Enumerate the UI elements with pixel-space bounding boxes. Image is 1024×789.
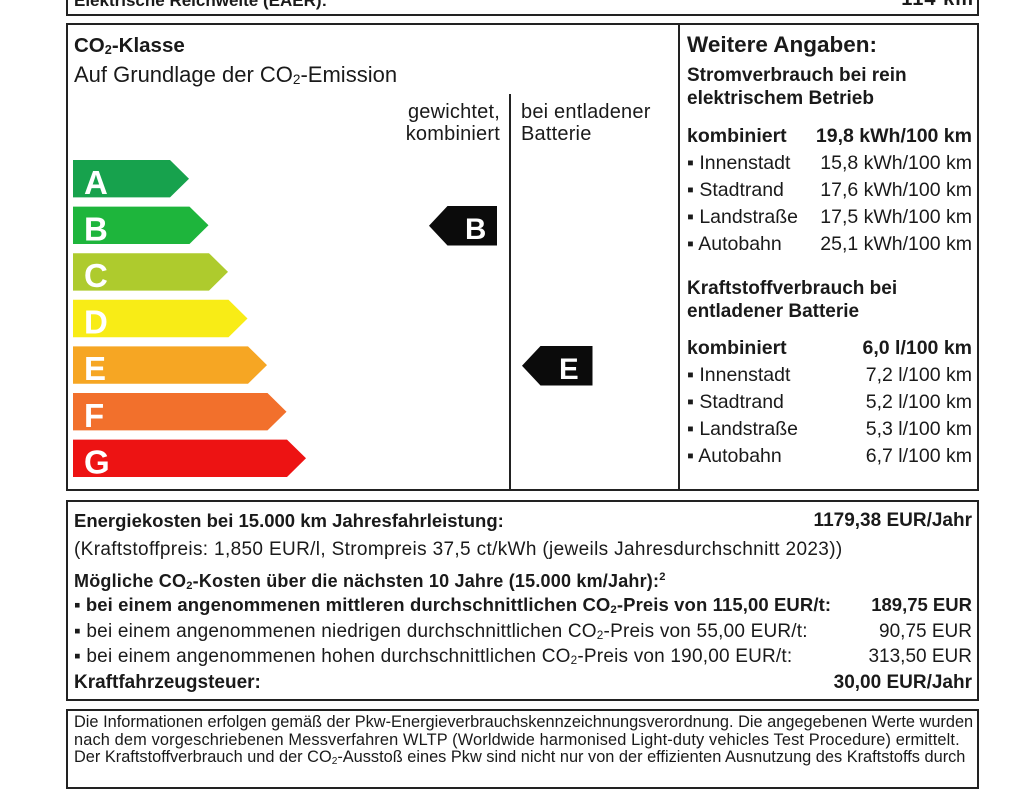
svg-text:A: A [84, 164, 108, 201]
svg-text:B: B [465, 213, 486, 246]
svg-text:F: F [84, 397, 104, 434]
svg-text:G: G [84, 443, 110, 480]
svg-text:B: B [84, 210, 108, 247]
svg-text:E: E [84, 350, 106, 387]
svg-text:E: E [559, 353, 579, 386]
svg-text:D: D [84, 304, 108, 341]
svg-text:C: C [84, 257, 108, 294]
